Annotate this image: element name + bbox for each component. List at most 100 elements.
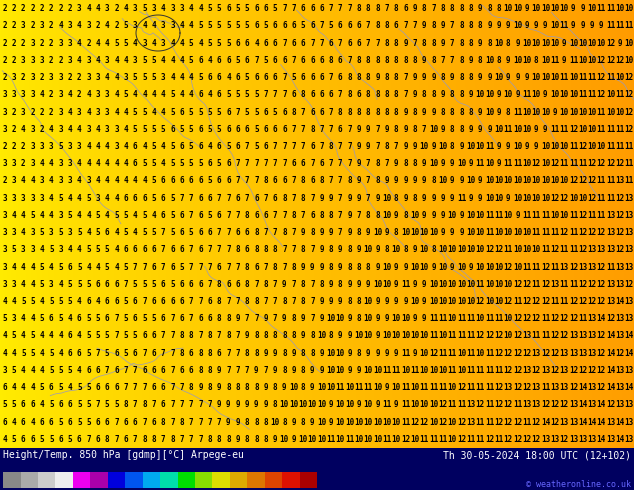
Text: 13: 13 (624, 245, 634, 254)
Text: 10: 10 (531, 176, 541, 185)
Text: 10: 10 (485, 159, 494, 168)
Text: 5: 5 (152, 56, 156, 65)
Text: 6: 6 (96, 366, 100, 375)
Text: 12: 12 (569, 297, 578, 306)
Text: 10: 10 (429, 297, 438, 306)
Text: 12: 12 (401, 435, 410, 444)
Text: 7: 7 (142, 383, 147, 392)
Text: 10: 10 (578, 125, 587, 134)
Text: 5: 5 (189, 39, 193, 48)
Text: 7: 7 (282, 159, 287, 168)
Text: 6: 6 (217, 90, 221, 99)
Text: 4: 4 (152, 90, 156, 99)
Text: 6: 6 (310, 73, 314, 82)
Text: 11: 11 (457, 332, 466, 341)
Text: 7: 7 (179, 194, 184, 203)
Text: 9: 9 (413, 73, 417, 82)
Text: 3: 3 (96, 194, 100, 203)
Text: 8: 8 (282, 417, 287, 427)
Text: 13: 13 (503, 383, 513, 392)
Text: 10: 10 (522, 176, 531, 185)
Text: 7: 7 (189, 211, 193, 220)
Text: 11: 11 (401, 400, 410, 410)
Text: 8: 8 (469, 39, 473, 48)
Text: 13: 13 (550, 280, 559, 289)
Text: 2: 2 (11, 4, 16, 13)
Text: 7: 7 (189, 314, 193, 323)
Text: 8: 8 (431, 56, 436, 65)
Text: 6: 6 (161, 383, 165, 392)
Text: 7: 7 (375, 142, 380, 151)
Text: 8: 8 (385, 107, 389, 117)
Text: 3: 3 (68, 176, 72, 185)
Text: 4: 4 (86, 107, 91, 117)
Text: 11: 11 (382, 435, 392, 444)
Text: 5: 5 (58, 297, 63, 306)
Text: 8: 8 (366, 4, 371, 13)
Text: 9: 9 (357, 366, 361, 375)
Text: 10: 10 (373, 228, 382, 237)
Text: 9: 9 (320, 245, 324, 254)
Text: 5: 5 (124, 228, 128, 237)
Text: 7: 7 (375, 39, 380, 48)
Text: 9: 9 (496, 90, 501, 99)
Text: 6: 6 (282, 176, 287, 185)
Text: 11: 11 (578, 73, 587, 82)
Text: 7: 7 (245, 142, 249, 151)
Text: 10: 10 (401, 366, 410, 375)
Text: 9: 9 (422, 194, 427, 203)
Text: 10: 10 (327, 383, 335, 392)
Text: 10: 10 (317, 332, 327, 341)
Text: 5: 5 (170, 228, 175, 237)
Text: 7: 7 (207, 417, 212, 427)
Text: 8: 8 (263, 245, 268, 254)
Text: 7: 7 (133, 435, 138, 444)
Text: 8: 8 (459, 73, 464, 82)
Text: 10: 10 (429, 228, 438, 237)
Text: 13: 13 (569, 435, 578, 444)
Text: 6: 6 (310, 56, 314, 65)
Text: 5: 5 (198, 159, 203, 168)
Text: 4: 4 (40, 211, 44, 220)
Text: 13: 13 (624, 211, 634, 220)
Text: 8: 8 (394, 73, 399, 82)
Bar (178, 472, 195, 489)
Text: 9: 9 (366, 349, 371, 358)
Text: 8: 8 (263, 280, 268, 289)
Text: 13: 13 (531, 400, 541, 410)
Text: 8: 8 (124, 400, 128, 410)
Text: 12: 12 (578, 280, 587, 289)
Text: 6: 6 (133, 297, 138, 306)
Text: 8: 8 (254, 417, 259, 427)
Text: 5: 5 (207, 4, 212, 13)
Text: 9: 9 (403, 39, 408, 48)
Text: 10: 10 (457, 366, 466, 375)
Text: 6: 6 (198, 314, 203, 323)
Text: 6: 6 (170, 176, 175, 185)
Text: 9: 9 (562, 39, 566, 48)
Text: 6: 6 (328, 90, 333, 99)
Text: 4: 4 (68, 245, 72, 254)
Text: 8: 8 (161, 417, 165, 427)
Text: 3: 3 (30, 245, 35, 254)
Text: 9: 9 (422, 107, 427, 117)
Text: 9: 9 (524, 22, 529, 30)
Text: 7: 7 (133, 366, 138, 375)
Text: 6: 6 (301, 39, 306, 48)
Text: 11: 11 (466, 435, 476, 444)
Text: 10: 10 (392, 245, 401, 254)
Text: 7: 7 (245, 159, 249, 168)
Text: 6: 6 (198, 280, 203, 289)
Text: 11: 11 (354, 383, 363, 392)
Text: 4: 4 (142, 142, 147, 151)
Text: 4: 4 (96, 56, 100, 65)
Text: 9: 9 (496, 22, 501, 30)
Text: 12: 12 (513, 383, 522, 392)
Text: 5: 5 (21, 297, 25, 306)
Text: 4: 4 (40, 159, 44, 168)
Text: 14: 14 (541, 417, 550, 427)
Text: 11: 11 (494, 366, 503, 375)
Text: 2: 2 (49, 107, 54, 117)
Text: 4: 4 (30, 366, 35, 375)
Text: 10: 10 (335, 366, 345, 375)
